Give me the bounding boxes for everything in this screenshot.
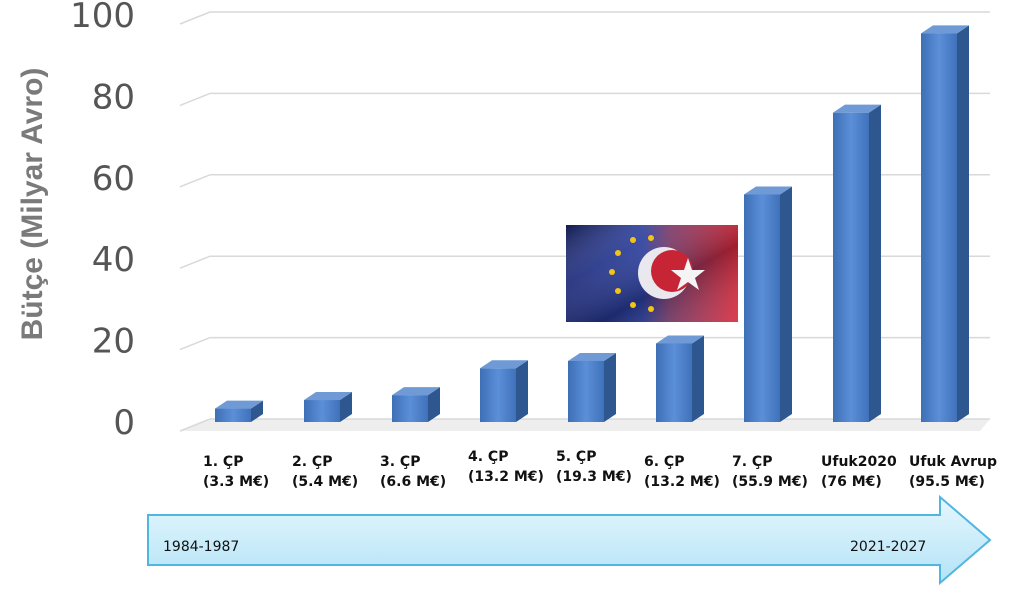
bar-front bbox=[744, 194, 780, 422]
bar-top bbox=[215, 400, 263, 409]
x-tick-label: Ufuk Avrup (95.5 M€) bbox=[909, 454, 997, 490]
bar-top bbox=[656, 335, 704, 344]
y-tick-label: 60 bbox=[92, 159, 135, 199]
gridline-diag bbox=[179, 92, 211, 107]
bar-side bbox=[604, 352, 616, 422]
bar-front bbox=[833, 112, 869, 423]
bar-top bbox=[480, 360, 528, 369]
y-tick-label: 100 bbox=[70, 0, 135, 36]
bar-side bbox=[428, 387, 440, 422]
y-tick-label: 40 bbox=[92, 240, 135, 280]
bar-side bbox=[780, 186, 792, 422]
bars bbox=[215, 25, 969, 423]
bar-front bbox=[480, 368, 516, 422]
bar-front bbox=[304, 400, 340, 422]
bar-top bbox=[392, 387, 440, 396]
x-tick-label: 1. ÇP (3.3 M€) bbox=[203, 454, 269, 490]
bar-front bbox=[392, 395, 428, 422]
bar bbox=[921, 25, 969, 422]
gridline-diag bbox=[179, 11, 211, 25]
timeline-arrow: 1984-1987 2021-2027 bbox=[147, 494, 992, 586]
bar-side bbox=[340, 392, 352, 422]
bar-top bbox=[744, 186, 792, 195]
gridline-diag bbox=[179, 418, 211, 432]
x-tick-labels: 1. ÇP (3.3 M€) 2. ÇP (5.4 M€) 3. ÇP (6.6 M€) 4… bbox=[203, 449, 997, 490]
bar-top bbox=[921, 25, 969, 34]
bar-side bbox=[869, 104, 881, 423]
x-tick-label: 6. ÇP (13.2 M€) bbox=[644, 454, 720, 490]
x-tick-label: 3. ÇP (6.6 M€) bbox=[380, 454, 446, 490]
bar bbox=[304, 392, 352, 422]
x-tick-label: 7. ÇP (55.9 M€) bbox=[732, 454, 808, 490]
bar bbox=[392, 387, 440, 422]
x-tick-label: 4. ÇP (13.2 M€) bbox=[468, 449, 544, 485]
timeline-end: 2021-2027 bbox=[850, 539, 926, 555]
y-tick-label: 20 bbox=[92, 322, 135, 362]
bar bbox=[568, 352, 616, 422]
bar-top bbox=[568, 352, 616, 361]
bar-top bbox=[833, 104, 881, 113]
bar-top bbox=[304, 392, 352, 401]
chart-floor bbox=[180, 419, 990, 431]
bar bbox=[744, 186, 792, 422]
y-ticks: 0 20 40 60 80 100 bbox=[70, 0, 135, 443]
x-tick-label: 2. ÇP (5.4 M€) bbox=[292, 454, 358, 490]
bar bbox=[833, 104, 881, 423]
bar-front bbox=[215, 408, 251, 422]
gridline-diag bbox=[179, 336, 211, 351]
bar bbox=[656, 335, 704, 422]
bar-side bbox=[957, 25, 969, 422]
y-tick-label: 0 bbox=[113, 403, 135, 443]
bar-front bbox=[921, 33, 957, 422]
bar bbox=[480, 360, 528, 422]
bar-side bbox=[251, 400, 263, 422]
timeline-start: 1984-1987 bbox=[163, 539, 239, 555]
x-tick-label: 5. ÇP (19.3 M€) bbox=[556, 449, 632, 485]
gridline-diag bbox=[179, 255, 211, 269]
y-tick-label: 80 bbox=[92, 77, 135, 117]
bar-front bbox=[656, 343, 692, 422]
bar-front bbox=[568, 360, 604, 422]
bar bbox=[215, 400, 263, 422]
bar-side bbox=[692, 335, 704, 422]
bar-side bbox=[516, 360, 528, 422]
y-axis-label: Bütçe (Milyar Avro) bbox=[16, 68, 49, 341]
eu-turkey-flag-icon bbox=[566, 225, 738, 322]
gridline-diag bbox=[179, 174, 211, 188]
x-tick-label: Ufuk2020 (76 M€) bbox=[821, 454, 897, 490]
